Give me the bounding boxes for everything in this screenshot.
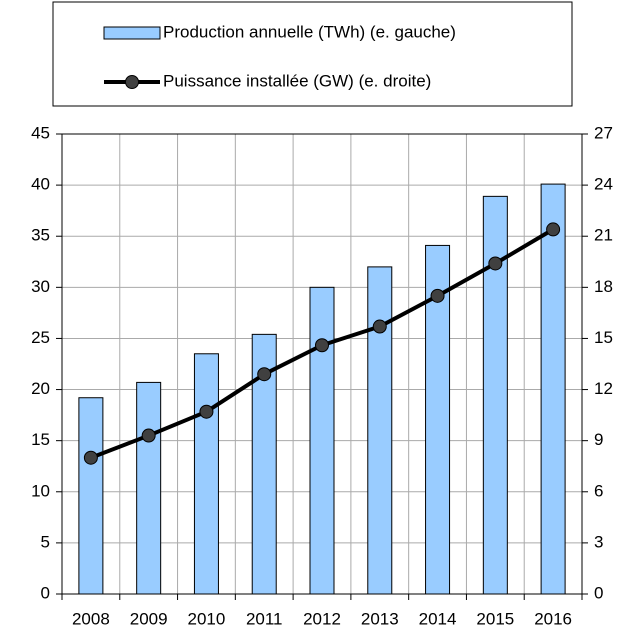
- line-marker: [546, 222, 561, 237]
- y2-tick-label: 24: [594, 175, 613, 194]
- y-tick-label: 10: [31, 481, 50, 500]
- legend-label: Production annuelle (TWh) (e. gauche): [163, 22, 456, 41]
- line-marker: [430, 288, 445, 303]
- y-tick-label: 5: [41, 532, 50, 551]
- y2-tick-label: 15: [594, 328, 613, 347]
- x-tick-label: 2016: [534, 609, 572, 628]
- y2-tick-label: 12: [594, 379, 613, 398]
- bar: [136, 381, 162, 595]
- line-marker: [315, 338, 329, 353]
- y2-tick-label: 3: [594, 532, 603, 551]
- y2-tick-label: 27: [594, 123, 613, 142]
- bar: [425, 244, 451, 595]
- legend-swatch: [103, 26, 161, 40]
- x-tick-label: 2008: [72, 609, 110, 628]
- bar: [540, 183, 566, 595]
- y2-tick-label: 21: [594, 226, 613, 245]
- x-tick-label: 2012: [303, 609, 341, 628]
- y-tick-label: 45: [31, 123, 50, 142]
- bar: [367, 266, 393, 595]
- y-tick-label: 0: [41, 583, 50, 602]
- line-marker: [372, 319, 387, 334]
- y2-tick-label: 0: [594, 583, 603, 602]
- line-marker: [257, 367, 272, 382]
- x-tick-label: 2010: [188, 609, 226, 628]
- plot-frame: [61, 133, 583, 595]
- legend-label: Puissance installée (GW) (e. droite): [163, 71, 431, 90]
- line-marker: [83, 450, 98, 465]
- y-tick-label: 35: [31, 226, 50, 245]
- y2-tick-label: 9: [594, 430, 603, 449]
- y-tick-label: 20: [31, 379, 50, 398]
- x-tick-label: 2011: [246, 609, 283, 628]
- line-marker: [488, 256, 503, 271]
- y2-tick-label: 18: [594, 277, 613, 296]
- y-tick-label: 25: [31, 328, 50, 347]
- x-tick-label: 2014: [419, 609, 457, 628]
- bar: [309, 286, 335, 595]
- y-tick-label: 15: [31, 430, 50, 449]
- x-tick-label: 2013: [361, 609, 399, 628]
- x-tick-label: 2015: [476, 609, 514, 628]
- legend-box: [52, 1, 573, 107]
- y2-tick-label: 6: [594, 481, 603, 500]
- line-marker: [199, 404, 214, 419]
- y-tick-label: 30: [31, 277, 50, 296]
- legend-marker: [125, 75, 139, 89]
- line-marker: [141, 428, 156, 443]
- y-tick-label: 40: [31, 175, 50, 194]
- x-tick-label: 2009: [130, 609, 168, 628]
- bar: [78, 397, 104, 595]
- bar: [482, 195, 508, 595]
- bar: [193, 353, 219, 595]
